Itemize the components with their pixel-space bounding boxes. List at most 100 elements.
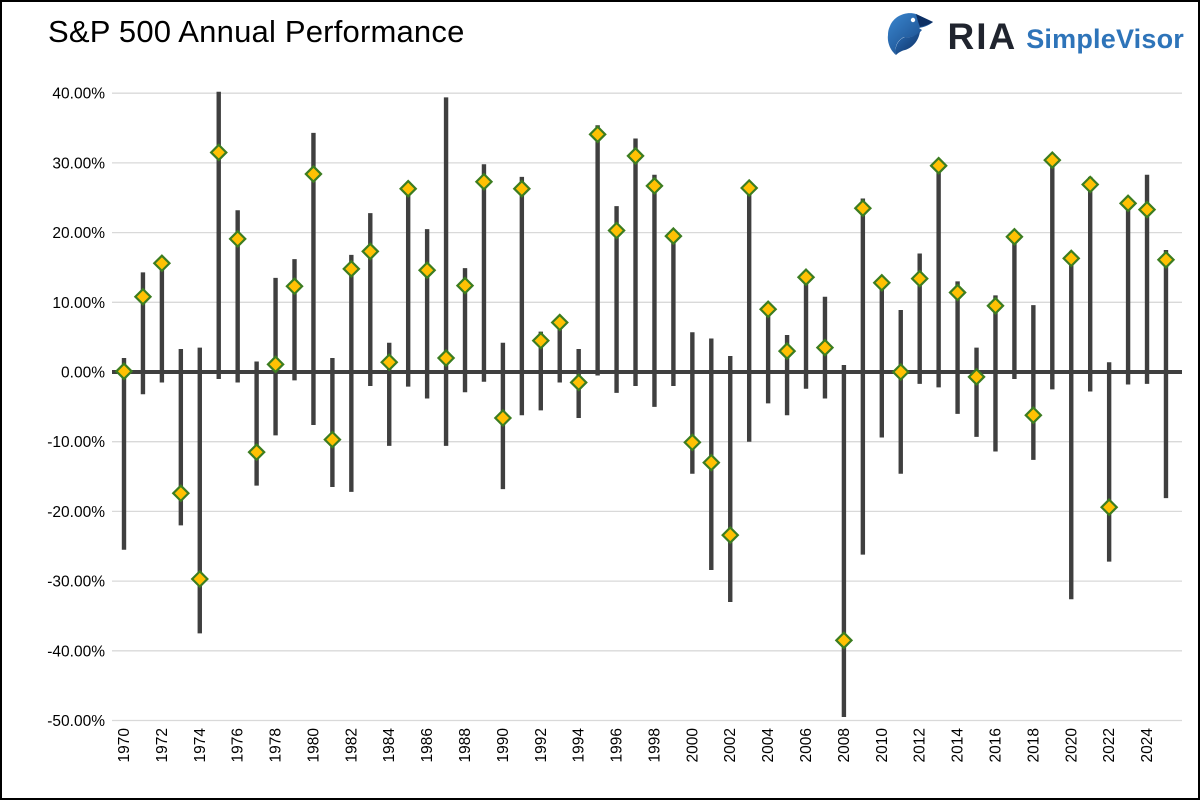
x-axis-tick-label: 1988: [457, 728, 474, 762]
close-marker-2011: [891, 362, 910, 382]
y-axis-tick-label: -50.00%: [47, 713, 105, 730]
y-axis-tick-label: 0.00%: [61, 365, 105, 382]
close-marker-1972: [152, 254, 172, 273]
brand-logo: RIA SimpleVisor: [886, 10, 1184, 63]
x-axis-tick-label: 1978: [268, 728, 285, 762]
close-marker-2015: [967, 367, 986, 387]
close-marker-2009: [853, 199, 873, 218]
close-marker-2019: [1043, 150, 1062, 170]
close-marker-1982: [342, 259, 361, 278]
x-axis-tick-label: 2006: [798, 728, 815, 762]
close-marker-2020: [1062, 249, 1081, 268]
y-axis-tick-label: -20.00%: [47, 504, 105, 521]
x-axis-tick-label: 2018: [1025, 728, 1042, 762]
y-axis-tick-label: 10.00%: [52, 295, 105, 312]
close-marker-1979: [285, 277, 304, 296]
close-marker-1991: [512, 179, 532, 198]
x-axis-tick-label: 2014: [950, 728, 967, 763]
close-marker-2017: [1005, 227, 1024, 246]
close-marker-1970: [114, 362, 134, 381]
close-marker-1975: [209, 143, 228, 162]
close-marker-1980: [304, 164, 323, 184]
close-marker-1988: [455, 276, 475, 295]
brand-ria-text: RIA: [947, 15, 1018, 57]
x-axis-tick-label: 2002: [722, 728, 739, 762]
x-axis-tick-label: 1974: [192, 728, 209, 763]
y-axis-tick-label: -40.00%: [47, 643, 105, 660]
y-axis-tick-label: -30.00%: [47, 574, 105, 591]
close-marker-1974: [190, 569, 209, 589]
brand-simplevisor-text: SimpleVisor: [1026, 24, 1184, 54]
close-marker-2023: [1118, 194, 1138, 213]
x-axis-tick-label: 1998: [646, 728, 663, 762]
x-axis-tick-label: 2010: [874, 728, 891, 763]
x-axis-tick-label: 2024: [1139, 728, 1156, 763]
close-marker-2014: [948, 283, 967, 302]
chart-title: S&P 500 Annual Performance: [48, 14, 465, 49]
x-axis-tick-label: 1986: [419, 728, 436, 762]
close-marker-2022: [1099, 498, 1119, 517]
close-marker-1976: [228, 229, 247, 249]
x-axis-tick-label: 2012: [912, 728, 929, 762]
close-marker-2005: [777, 341, 797, 361]
x-axis-tick-label: 1976: [230, 728, 247, 762]
close-marker-1986: [417, 261, 437, 280]
close-marker-2016: [986, 296, 1005, 315]
x-axis-tick-label: 2004: [760, 728, 777, 763]
close-marker-1981: [323, 430, 342, 449]
close-marker-2013: [929, 156, 948, 175]
close-marker-1999: [664, 226, 683, 246]
close-marker-2024: [1137, 200, 1157, 219]
close-marker-1971: [133, 287, 153, 306]
y-axis-tick-label: -10.00%: [47, 434, 105, 451]
close-marker-1992: [531, 331, 550, 350]
close-marker-2021: [1081, 175, 1100, 194]
close-marker-1993: [550, 313, 569, 332]
y-axis-tick-label: 20.00%: [52, 225, 105, 242]
x-axis-tick-label: 2016: [987, 728, 1004, 762]
y-axis-tick-label: 30.00%: [52, 155, 105, 172]
x-axis-tick-label: 2008: [836, 728, 853, 762]
close-marker-2000: [683, 433, 702, 452]
close-marker-2003: [740, 178, 759, 198]
close-marker-1978: [266, 355, 285, 374]
x-axis-tick-label: 1972: [154, 728, 171, 762]
close-marker-2007: [815, 338, 835, 357]
close-marker-1984: [380, 353, 399, 372]
y-axis-tick-label: 40.00%: [52, 86, 105, 103]
x-axis-tick-label: 1990: [495, 728, 512, 763]
close-marker-1983: [361, 242, 380, 261]
close-marker-2001: [702, 453, 721, 472]
close-marker-1996: [607, 221, 626, 240]
x-axis-tick-label: 1994: [571, 728, 588, 763]
close-marker-1997: [626, 146, 645, 166]
close-marker-1985: [399, 179, 418, 198]
close-marker-1995: [588, 125, 607, 144]
close-marker-1977: [247, 442, 266, 462]
close-marker-2018: [1024, 406, 1043, 425]
close-marker-2012: [910, 269, 929, 288]
close-marker-2006: [796, 268, 816, 287]
close-marker-2010: [872, 273, 891, 292]
close-marker-2008: [834, 631, 854, 650]
close-marker-2025: [1156, 250, 1176, 269]
close-marker-2004: [758, 300, 778, 319]
x-axis-tick-label: 2022: [1101, 728, 1118, 762]
x-axis-tick-label: 1992: [533, 728, 550, 762]
x-axis-tick-label: 1996: [609, 728, 626, 762]
close-marker-1973: [171, 484, 190, 503]
eagle-logo-icon: [886, 10, 938, 63]
x-axis-tick-label: 2000: [684, 728, 701, 763]
close-marker-1998: [645, 176, 664, 196]
close-marker-1994: [569, 373, 588, 392]
x-axis-tick-label: 2020: [1063, 728, 1080, 763]
x-axis-tick-label: 1984: [381, 728, 398, 763]
close-marker-1990: [493, 408, 513, 428]
close-marker-1989: [474, 172, 494, 191]
x-axis-tick-label: 1970: [116, 728, 133, 763]
close-marker-1987: [436, 348, 456, 368]
close-marker-2002: [721, 525, 740, 545]
x-axis-tick-label: 1982: [343, 728, 360, 762]
